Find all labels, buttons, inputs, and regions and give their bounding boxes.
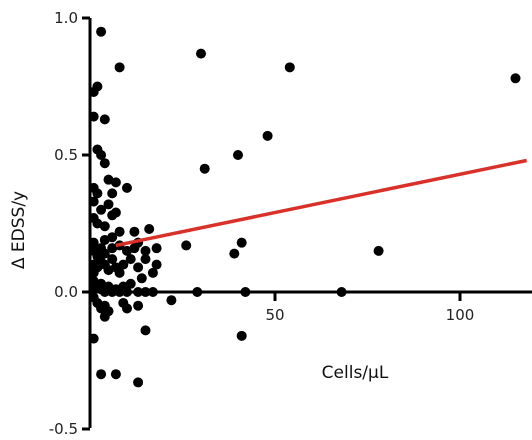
data-point [110, 177, 121, 188]
data-point [129, 226, 140, 237]
data-point [199, 163, 210, 174]
data-point [373, 245, 384, 256]
data-point [96, 26, 107, 37]
data-point [284, 62, 295, 73]
x-axis-ticks: 50 100 [265, 292, 474, 324]
data-point [125, 278, 136, 289]
data-point [92, 188, 103, 199]
y-tick-label: 0.0 [54, 283, 78, 301]
x-axis-label: Cells/μL [322, 363, 389, 383]
data-point [107, 188, 118, 199]
y-tick-label: 1.0 [54, 9, 78, 27]
data-point [110, 369, 121, 380]
data-point [118, 259, 129, 270]
y-tick-label: 0.5 [54, 146, 78, 164]
data-point [99, 158, 110, 169]
data-point [151, 259, 162, 270]
data-point [233, 150, 243, 160]
data-point [133, 262, 144, 273]
data-point [103, 306, 114, 317]
data-point [122, 303, 132, 314]
data-points [88, 26, 521, 388]
y-axis-label: Δ EDSS/y [9, 191, 29, 269]
data-point [114, 267, 125, 278]
data-point [125, 254, 136, 265]
data-point [99, 114, 110, 125]
data-point [96, 150, 107, 160]
data-point [133, 377, 144, 388]
data-point [103, 199, 114, 210]
data-point [136, 273, 147, 284]
data-point [107, 232, 118, 243]
data-point [144, 223, 155, 234]
data-point [140, 245, 151, 256]
x-tick-label: 100 [446, 306, 475, 324]
data-point [114, 226, 125, 237]
data-point [99, 248, 110, 259]
data-point [140, 325, 151, 336]
trend-line [115, 158, 527, 248]
data-point [114, 62, 125, 73]
data-point [236, 330, 247, 341]
y-tick-label: -0.5 [49, 420, 78, 438]
data-point [147, 267, 158, 278]
data-point [99, 221, 110, 232]
data-point [92, 81, 103, 92]
data-point [181, 240, 192, 251]
data-point [236, 237, 247, 248]
data-point [510, 73, 521, 84]
data-point [122, 182, 132, 193]
data-point [151, 243, 162, 254]
data-point [229, 248, 240, 259]
data-point [196, 48, 206, 59]
data-point [140, 254, 151, 265]
data-point [110, 207, 121, 218]
data-point [107, 254, 118, 265]
data-point [96, 369, 107, 380]
data-point [262, 130, 273, 141]
data-point [166, 295, 177, 306]
y-axis-ticks: 1.0 0.5 0.0 -0.5 [49, 9, 90, 438]
data-point [133, 300, 144, 311]
x-tick-label: 50 [265, 306, 284, 324]
data-point [96, 204, 107, 215]
